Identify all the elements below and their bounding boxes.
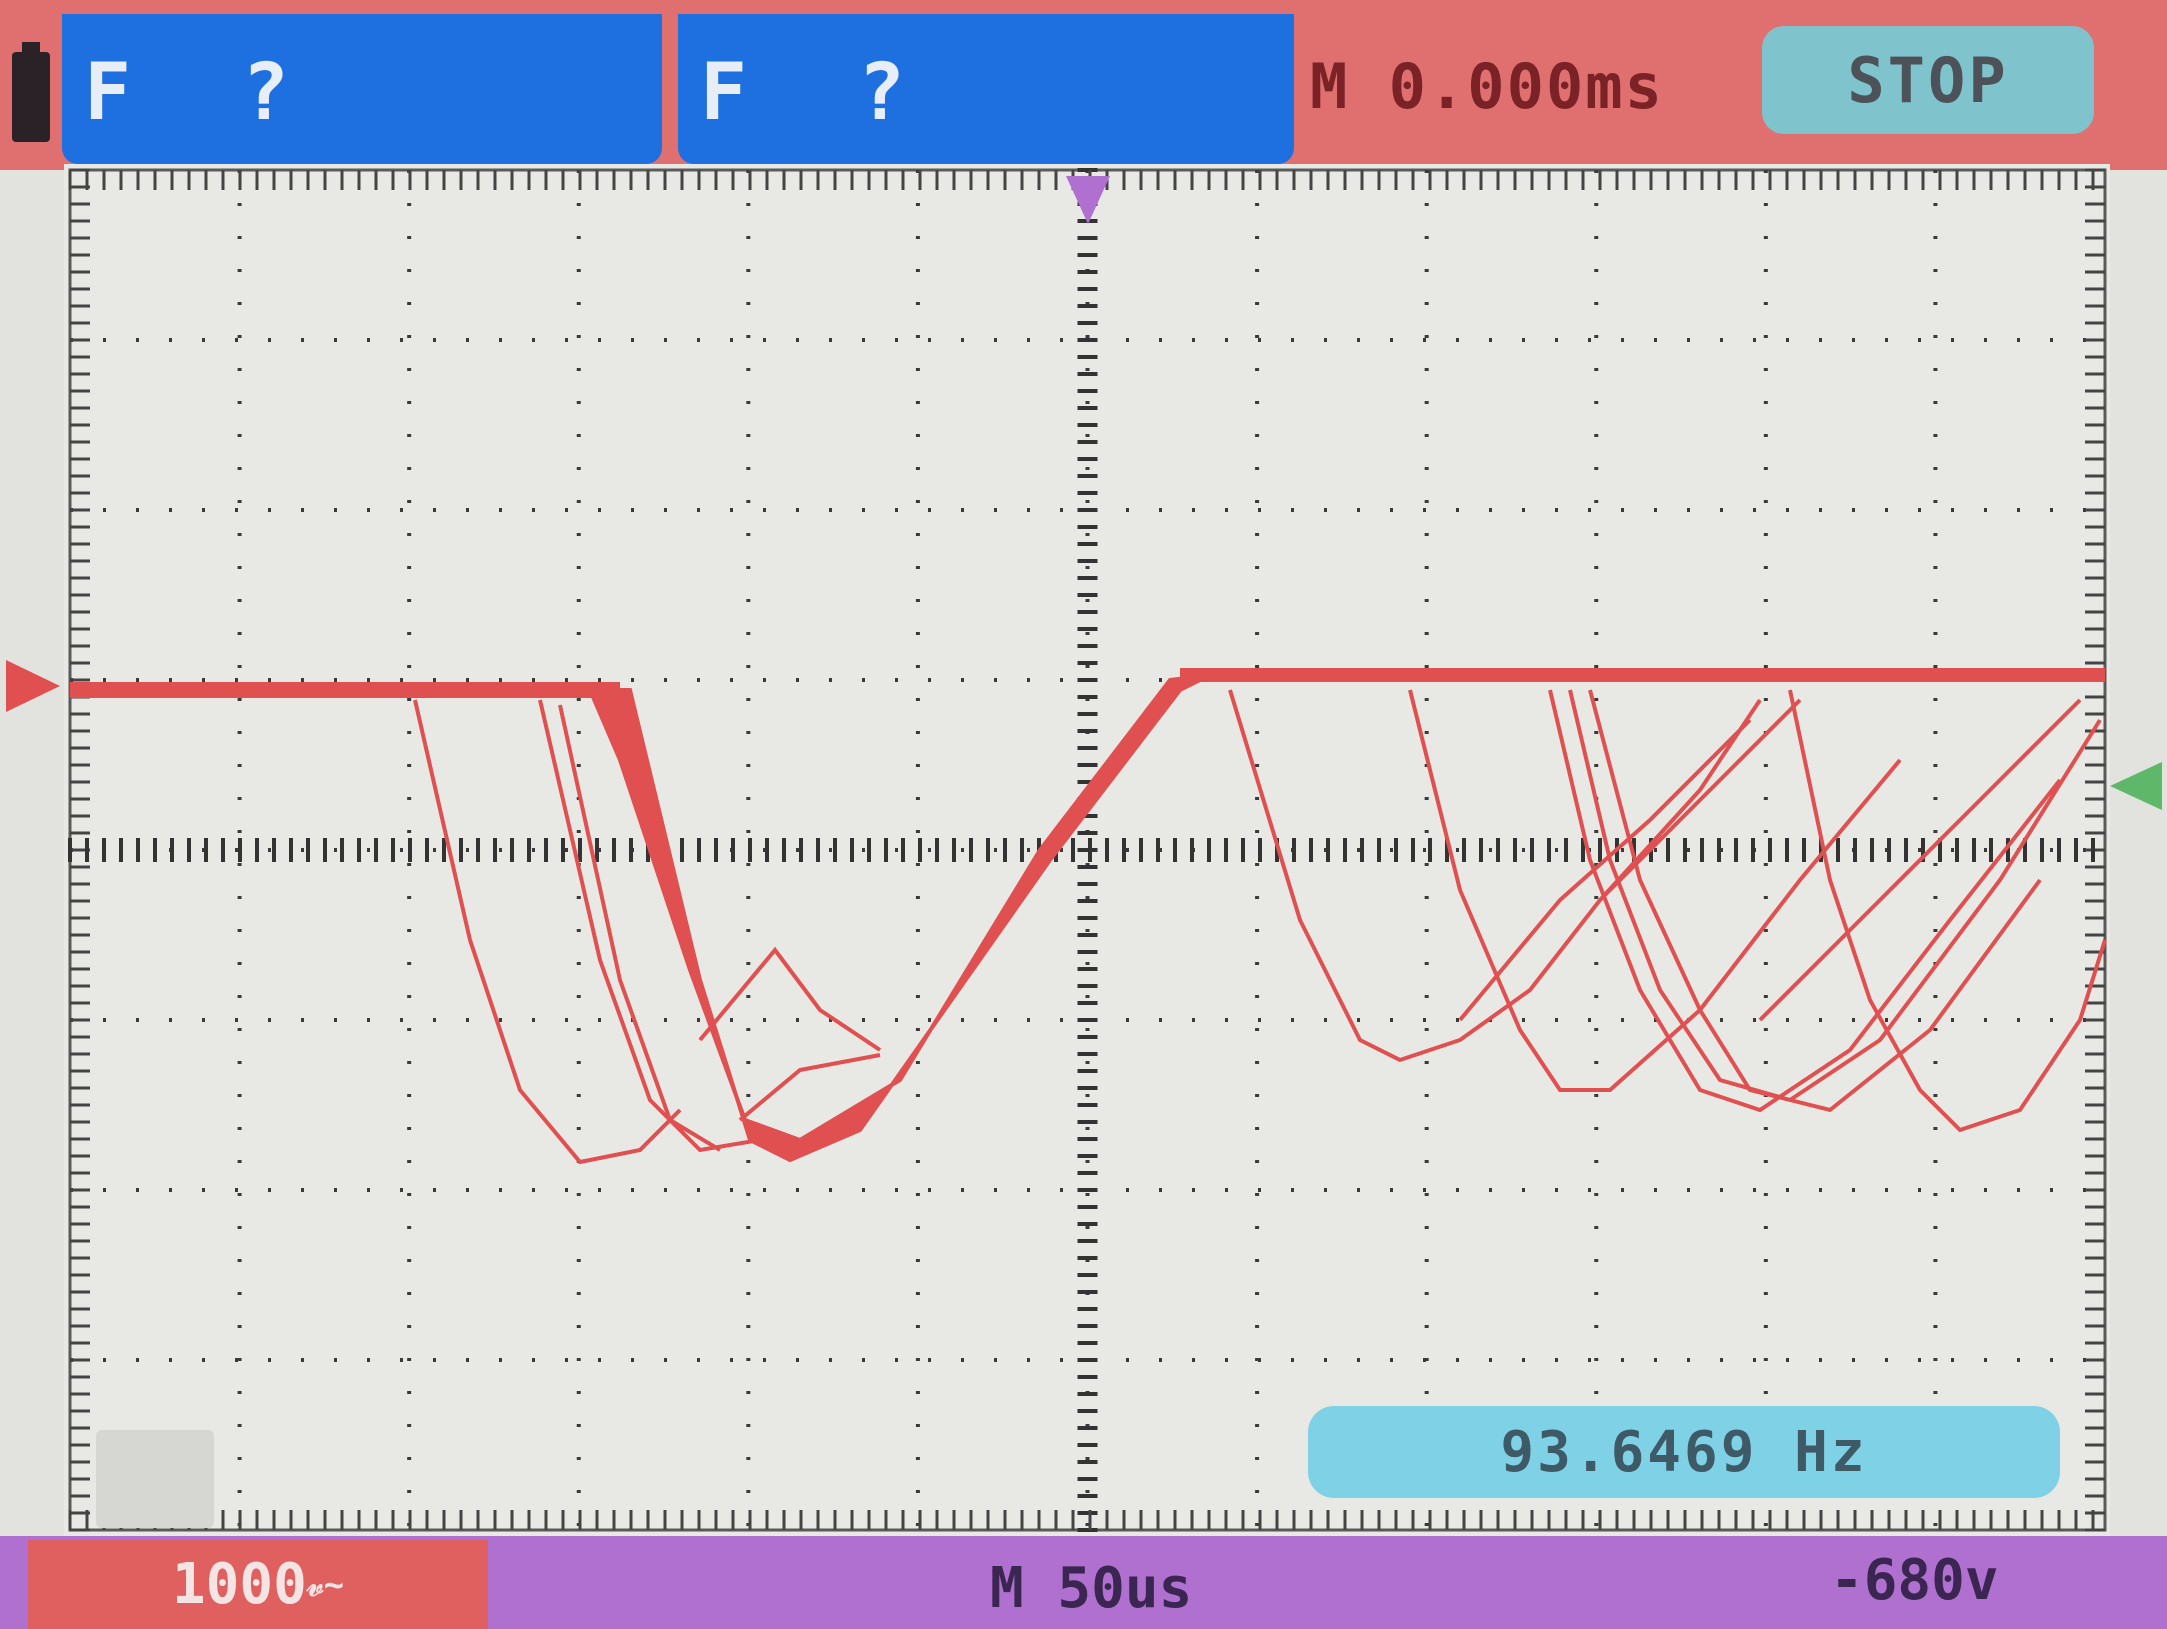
channel-2-status-label: ? (858, 48, 905, 138)
battery-icon (12, 42, 50, 142)
display-glare (96, 1430, 214, 1528)
channel-1-mode-label: F (84, 48, 131, 138)
trace-main-pulse (586, 673, 1211, 1163)
trace-echo (1588, 689, 2042, 1113)
grid-ticks (68, 168, 2105, 1532)
trace-echo (538, 699, 761, 1153)
channel-2-mode-label: F (700, 48, 747, 138)
channel-1-panel[interactable]: F ? (62, 14, 662, 164)
trace-echo (1788, 689, 2107, 1133)
channel-1-status-label: ? (242, 48, 289, 138)
channel-2-panel[interactable]: F ? (678, 14, 1294, 164)
trigger-level-marker-icon[interactable] (2110, 762, 2162, 810)
trace-echo (698, 946, 882, 1052)
channel-1-level-marker-icon[interactable] (6, 660, 60, 712)
frequency-readout: 93.6469 Hz (1308, 1406, 2060, 1498)
run-stop-button[interactable]: STOP (1762, 26, 2094, 134)
trigger-position-marker-icon[interactable] (1066, 176, 1110, 224)
trace-echo (738, 1053, 881, 1122)
trace-echo (1228, 689, 1762, 1063)
channel-1-scale-value: 1000 (171, 1552, 307, 1617)
timebase-offset-label: M 0.000ms (1310, 50, 1664, 123)
trace-echo (413, 699, 682, 1165)
trigger-level-label: -680v (1830, 1548, 1999, 1613)
trace-echo (1598, 698, 1802, 902)
waveform-traces (70, 668, 2107, 1165)
trace-echo (1458, 718, 1752, 1022)
channel-1-volts-per-div[interactable]: 1000 𝓋~ (28, 1540, 488, 1629)
time-per-division-label[interactable]: M 50us (990, 1556, 1193, 1621)
status-bar: F ? F ? M 0.000ms STOP (0, 0, 2167, 170)
trace-echo (1758, 698, 2082, 1022)
trace-echo (1408, 689, 1902, 1092)
coupling-icon: 𝓋~ (306, 1564, 345, 1605)
trace-echo (1548, 689, 2062, 1113)
trace-echo (558, 704, 722, 1152)
